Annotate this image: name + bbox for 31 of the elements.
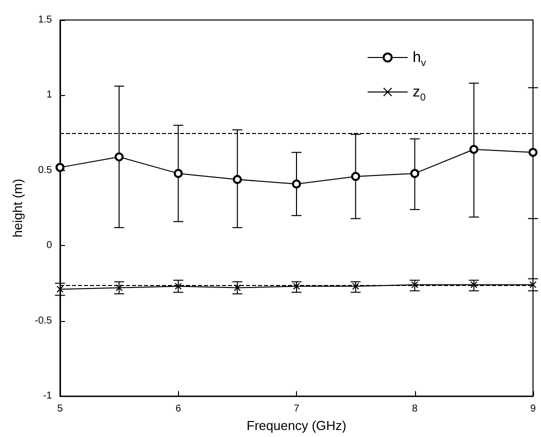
y-tick-label: 0.5 — [38, 164, 52, 176]
point — [174, 168, 183, 178]
point — [116, 284, 123, 292]
y-tick-label: -0.5 — [34, 315, 52, 326]
point — [292, 179, 301, 188]
point — [469, 144, 478, 154]
point — [114, 152, 124, 162]
x-tick-label: 6 — [175, 404, 182, 415]
x-tick-label: 9 — [530, 404, 536, 415]
point — [470, 281, 478, 288]
point — [530, 281, 536, 288]
point — [232, 174, 242, 184]
x-tick-label: 8 — [412, 404, 418, 415]
y-tick-label: 1 — [46, 90, 52, 101]
point — [351, 172, 360, 181]
point — [234, 284, 241, 292]
point — [293, 282, 300, 290]
y-tick-label: 0 — [46, 240, 52, 252]
x-axis-title: Frequency (GHz) — [246, 418, 346, 433]
x-tick-label: 7 — [294, 404, 300, 415]
point — [56, 286, 64, 293]
y-tick-label: -1 — [43, 390, 52, 402]
y-tick-label: 1.5 — [38, 14, 52, 26]
point — [528, 148, 538, 157]
point — [410, 168, 420, 178]
point — [352, 282, 360, 290]
y-axis-title: height (m) — [10, 178, 25, 238]
point — [174, 282, 182, 290]
x-tick-label: 5 — [57, 404, 64, 415]
point — [411, 281, 418, 288]
point — [56, 162, 64, 172]
